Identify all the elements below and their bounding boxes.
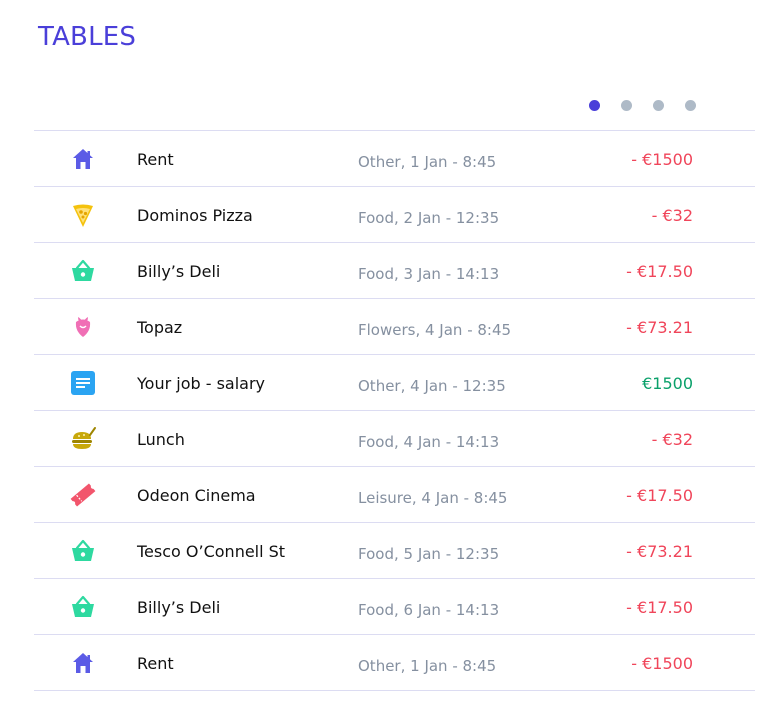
transaction-meta: Other, 1 Jan - 8:45 (358, 153, 497, 171)
table-row[interactable]: Odeon Cinema Leisure, 4 Jan - 8:45 - €17… (34, 467, 755, 523)
table-row[interactable]: Billy’s Deli Food, 6 Jan - 14:13 - €17.5… (34, 579, 755, 635)
transaction-name: Billy’s Deli (137, 262, 221, 281)
transaction-meta: Other, 1 Jan - 8:45 (358, 657, 497, 675)
transaction-meta: Food, 4 Jan - 14:13 (358, 433, 500, 451)
transaction-meta: Food, 3 Jan - 14:13 (358, 265, 500, 283)
table-row[interactable]: Topaz Flowers, 4 Jan - 8:45 - €73.21 (34, 299, 755, 355)
transactions-table: Rent Other, 1 Jan - 8:45 - €1500 Dominos… (34, 130, 755, 691)
transaction-meta: Other, 4 Jan - 12:35 (358, 377, 506, 395)
pizza-icon (69, 201, 97, 229)
pager-dot-1[interactable] (589, 100, 600, 111)
table-row[interactable]: Rent Other, 1 Jan - 8:45 - €1500 (34, 635, 755, 691)
table-row[interactable]: Tesco O’Connell St Food, 5 Jan - 12:35 -… (34, 523, 755, 579)
transaction-meta: Food, 5 Jan - 12:35 (358, 545, 500, 563)
table-row[interactable]: Dominos Pizza Food, 2 Jan - 12:35 - €32 (34, 187, 755, 243)
document-icon (69, 369, 97, 397)
page-title: TABLES (38, 22, 137, 53)
pager-dot-4[interactable] (685, 100, 696, 111)
transaction-amount: - €73.21 (626, 318, 693, 337)
transaction-amount: - €1500 (631, 150, 693, 169)
pager-dot-2[interactable] (621, 100, 632, 111)
ticket-icon (69, 481, 97, 509)
transaction-amount: - €32 (651, 206, 693, 225)
transaction-name: Odeon Cinema (137, 486, 256, 505)
burger-icon (69, 425, 97, 453)
transaction-name: Lunch (137, 430, 185, 449)
transaction-meta: Flowers, 4 Jan - 8:45 (358, 321, 512, 339)
table-row[interactable]: Billy’s Deli Food, 3 Jan - 14:13 - €17.5… (34, 243, 755, 299)
transaction-name: Rent (137, 654, 174, 673)
flower-icon (69, 313, 97, 341)
transaction-meta: Food, 6 Jan - 14:13 (358, 601, 500, 619)
basket-icon (69, 593, 97, 621)
transaction-name: Dominos Pizza (137, 206, 253, 225)
transaction-amount: €1500 (642, 374, 693, 393)
transaction-amount: - €17.50 (626, 486, 693, 505)
table-row[interactable]: Your job - salary Other, 4 Jan - 12:35 €… (34, 355, 755, 411)
transaction-name: Billy’s Deli (137, 598, 221, 617)
pager-dot-3[interactable] (653, 100, 664, 111)
transaction-amount: - €17.50 (626, 262, 693, 281)
table-row[interactable]: Rent Other, 1 Jan - 8:45 - €1500 (34, 131, 755, 187)
table-row[interactable]: Lunch Food, 4 Jan - 14:13 - €32 (34, 411, 755, 467)
basket-icon (69, 257, 97, 285)
transaction-amount: - €32 (651, 430, 693, 449)
basket-icon (69, 537, 97, 565)
transaction-meta: Leisure, 4 Jan - 8:45 (358, 489, 508, 507)
transaction-name: Your job - salary (137, 374, 266, 393)
transaction-name: Tesco O’Connell St (137, 542, 286, 561)
transaction-name: Topaz (137, 318, 183, 337)
transaction-amount: - €1500 (631, 654, 693, 673)
home-icon (69, 649, 97, 677)
carousel-pager (589, 100, 696, 111)
transaction-amount: - €17.50 (626, 598, 693, 617)
home-icon (69, 145, 97, 173)
transaction-name: Rent (137, 150, 174, 169)
transaction-meta: Food, 2 Jan - 12:35 (358, 209, 500, 227)
transaction-amount: - €73.21 (626, 542, 693, 561)
